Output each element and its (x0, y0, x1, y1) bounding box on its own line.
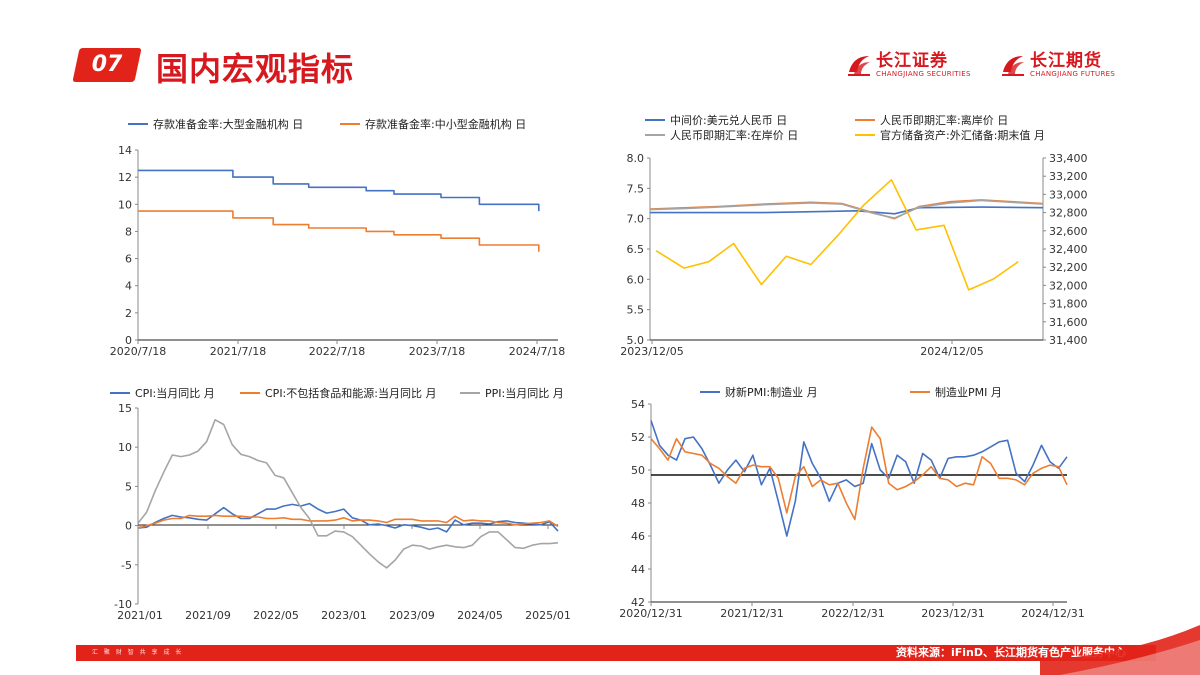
section-number: 07 (91, 52, 123, 77)
y-tick-label: -5 (121, 559, 132, 572)
legend-label: 官方储备资产:外汇储备:期末值 月 (880, 128, 1045, 142)
y-tick-label: 48 (631, 497, 645, 510)
y-tick-label: 8.0 (627, 152, 645, 165)
x-tick-label: 2021/01 (117, 609, 163, 622)
y-tick-label: 7.5 (627, 182, 645, 195)
y-right-tick-label: 33,200 (1049, 170, 1088, 183)
y-tick-label: 54 (631, 398, 645, 411)
logo1-name: 长江证券 (876, 50, 948, 71)
series-line (655, 179, 1019, 291)
y-tick-label: 10 (118, 441, 132, 454)
y-right-tick-label: 31,600 (1049, 316, 1088, 329)
legend-label: 人民币即期汇率:在岸价 日 (670, 128, 798, 142)
y-tick-label: 7.0 (627, 213, 645, 226)
cpi-ppi-chart: CPI:当月同比 月 CPI:不包括食品和能源:当月同比 月 PPI:当月同比 月 -… (110, 386, 571, 622)
footer-bar: 汇 聚 财 智 共 享 成 长 资料来源：iFinD、长江期货有色产业服务中心 (76, 645, 1156, 661)
pmi-chart: 财新PMI:制造业 月 制造业PMI 月 42 44 46 48 50 52 54 2020/12… (619, 385, 1084, 620)
legend-label: 制造业PMI 月 (935, 385, 1002, 399)
changjiang-logo-icon (1002, 56, 1024, 76)
y-tick-label: 15 (118, 402, 132, 415)
y-tick-label: 50 (631, 464, 645, 477)
x-tick-label: 2020/12/31 (619, 607, 682, 620)
x-tick-label: 2023/01 (321, 609, 367, 622)
legend-label: 存款准备金率:中小型金融机构 日 (365, 117, 526, 131)
changjiang-securities-logo: 长江证券 CHANGJIANG SECURITIES (846, 48, 971, 82)
legend-label: 人民币即期汇率:离岸价 日 (880, 113, 1008, 127)
x-tick-label: 2021/12/31 (720, 607, 783, 620)
x-tick-label: 2024/12/05 (920, 345, 983, 358)
y-tick-label: 6.0 (627, 273, 645, 286)
y-right-tick-label: 33,000 (1049, 188, 1088, 201)
y-right-tick-label: 31,800 (1049, 298, 1088, 311)
y-right-tick-label: 32,600 (1049, 225, 1088, 238)
logo2-name: 长江期货 (1030, 50, 1102, 71)
series-line (137, 514, 559, 529)
y-right-tick-label: 31,400 (1049, 334, 1088, 347)
y-tick-label: 10 (118, 198, 132, 211)
series-line (650, 426, 1068, 521)
x-tick-label: 2023/09 (389, 609, 435, 622)
y-tick-label: 6.5 (627, 243, 645, 256)
x-tick-label: 2022/12/31 (821, 607, 884, 620)
y-tick-label: 5 (125, 480, 132, 493)
footer-slogan: 汇 聚 财 智 共 享 成 长 (92, 649, 184, 656)
x-tick-label: 2023/12/05 (620, 345, 683, 358)
series-line (650, 206, 1044, 215)
x-tick-label: 2025/01 (525, 609, 571, 622)
legend-label: CPI:不包括食品和能源:当月同比 月 (265, 386, 436, 400)
section-number-badge: 07 (72, 48, 142, 82)
x-tick-label: 2023/7/18 (409, 345, 465, 358)
legend-label: 财新PMI:制造业 月 (725, 385, 818, 399)
y-tick-label: 0 (125, 334, 132, 347)
y-tick-label: 5.5 (627, 304, 645, 317)
legend-label: CPI:当月同比 月 (135, 386, 215, 400)
y-right-tick-label: 32,200 (1049, 261, 1088, 274)
x-tick-label: 2021/09 (185, 609, 231, 622)
y-tick-label: -10 (114, 598, 132, 611)
y-tick-label: 46 (631, 530, 645, 543)
data-source: 资料来源：iFinD、长江期货有色产业服务中心 (895, 646, 1126, 659)
x-tick-label: 2021/7/18 (210, 345, 266, 358)
changjiang-logo-icon (848, 56, 870, 76)
legend-label: PPI:当月同比 月 (485, 386, 564, 400)
logo2-english: CHANGJIANG FUTURES (1030, 69, 1116, 78)
series-line (138, 169, 540, 212)
series-line (649, 199, 1044, 219)
changjiang-futures-logo: 长江期货 CHANGJIANG FUTURES (1000, 48, 1115, 82)
series-line (137, 419, 559, 569)
x-tick-label: 2024/05 (457, 609, 503, 622)
x-tick-label: 2024/7/18 (509, 345, 565, 358)
y-tick-label: 14 (118, 144, 132, 157)
series-line (137, 502, 559, 533)
y-tick-label: 44 (631, 563, 645, 576)
y-right-tick-label: 32,800 (1049, 207, 1088, 220)
series-line (650, 420, 1068, 537)
x-tick-label: 2020/7/18 (110, 345, 166, 358)
page-title: 国内宏观指标 (156, 50, 355, 88)
y-tick-label: 4 (125, 280, 132, 293)
series-line (649, 199, 1044, 220)
x-tick-label: 2022/7/18 (309, 345, 365, 358)
legend-label: 存款准备金率:大型金融机构 日 (153, 117, 303, 131)
series-line (138, 210, 540, 252)
footer-swoosh-decoration (1040, 625, 1200, 675)
y-tick-label: 6 (125, 253, 132, 266)
y-tick-label: 2 (125, 307, 132, 320)
rrr-chart: 存款准备金率:大型金融机构 日 存款准备金率:中小型金融机构 日 0 2 4 6 8 10 12… (110, 117, 565, 358)
y-tick-label: 52 (631, 431, 645, 444)
y-right-tick-label: 33,400 (1049, 152, 1088, 165)
y-tick-label: 42 (631, 596, 645, 609)
y-tick-label: 5.0 (627, 334, 645, 347)
y-tick-label: 8 (125, 225, 132, 238)
y-tick-label: 12 (118, 171, 132, 184)
y-tick-label: 0 (125, 520, 132, 533)
y-right-tick-label: 32,000 (1049, 279, 1088, 292)
x-tick-label: 2022/05 (253, 609, 299, 622)
logo1-english: CHANGJIANG SECURITIES (876, 69, 971, 78)
x-tick-label: 2024/12/31 (1021, 607, 1084, 620)
legend-label: 中间价:美元兑人民币 日 (670, 113, 787, 127)
x-tick-label: 2023/12/31 (921, 607, 984, 620)
y-right-tick-label: 32,400 (1049, 243, 1088, 256)
